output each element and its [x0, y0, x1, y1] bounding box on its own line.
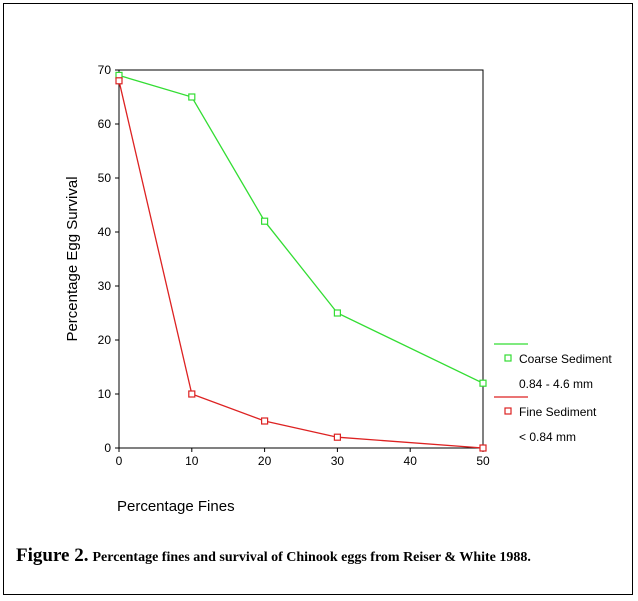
x-tick-label: 40 — [404, 454, 418, 468]
legend-label: Coarse Sediment — [519, 352, 612, 366]
figure-frame — [3, 3, 633, 595]
chart: 0 10 20 30 40 50 0 10 20 30 40 50 60 70 Percentage F… — [64, 63, 612, 515]
series-fine-sediment — [115, 77, 487, 452]
caption-lead: Figure 2. — [16, 545, 89, 566]
legend-label: Fine Sediment — [519, 405, 597, 419]
x-tick-label: 30 — [331, 454, 345, 468]
series-coarse-sediment — [115, 71, 487, 387]
data-point — [261, 217, 269, 225]
data-point — [479, 444, 487, 452]
legend-marker — [504, 407, 512, 415]
data-point — [261, 417, 269, 425]
data-point — [333, 433, 341, 441]
y-tick-label: 70 — [98, 63, 112, 77]
legend-entry: Coarse Sediment 0.84 - 4.6 mm — [494, 343, 612, 391]
figure-caption: Figure 2. Percentage fines and survival … — [16, 545, 626, 567]
legend: Coarse Sediment 0.84 - 4.6 mm Fine Sedimen… — [494, 343, 612, 444]
y-axis-title: Percentage Egg Survival — [64, 176, 81, 341]
x-tick-label: 10 — [185, 454, 199, 468]
series-line — [118, 80, 484, 449]
data-point — [188, 390, 196, 398]
series-layer — [115, 71, 487, 452]
data-point — [333, 309, 341, 317]
y-axis: 0 10 20 30 40 50 60 70 — [98, 63, 119, 455]
y-tick-label: 10 — [98, 387, 112, 401]
legend-entry: Fine Sediment < 0.84 mm — [494, 396, 597, 444]
data-point — [188, 93, 196, 101]
legend-sublabel: < 0.84 mm — [519, 430, 576, 444]
legend-marker — [504, 354, 512, 362]
x-tick-label: 50 — [476, 454, 490, 468]
data-point — [115, 77, 123, 85]
x-axis-title: Percentage Fines — [117, 498, 235, 515]
y-tick-label: 20 — [98, 333, 112, 347]
y-tick-label: 60 — [98, 117, 112, 131]
y-tick-label: 40 — [98, 225, 112, 239]
caption-text: Percentage fines and survival of Chinook… — [92, 550, 531, 565]
plot-area — [118, 69, 484, 449]
y-tick-label: 30 — [98, 279, 112, 293]
x-tick-label: 0 — [116, 454, 123, 468]
y-tick-label: 50 — [98, 171, 112, 185]
x-tick-label: 20 — [258, 454, 272, 468]
series-line — [118, 74, 484, 384]
data-point — [479, 379, 487, 387]
y-tick-label: 0 — [104, 441, 111, 455]
x-axis: 0 10 20 30 40 50 — [116, 448, 490, 468]
legend-sublabel: 0.84 - 4.6 mm — [519, 377, 593, 391]
